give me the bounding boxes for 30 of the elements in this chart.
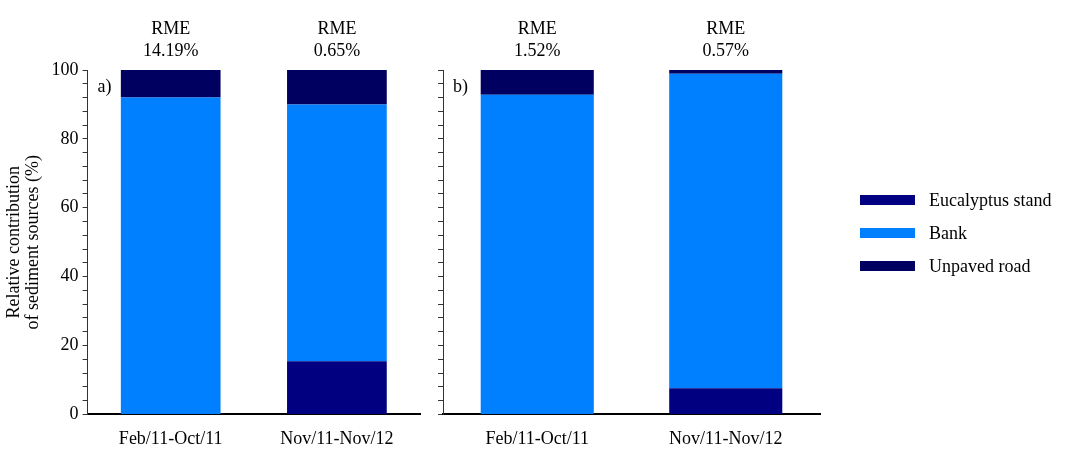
bar (287, 361, 387, 414)
bar (480, 94, 594, 414)
bar (669, 70, 783, 74)
y-tick-label: 100 (51, 58, 79, 79)
bar (287, 104, 387, 362)
y-tick-label: 80 (60, 127, 79, 148)
legend-label: Bank (929, 222, 967, 244)
x-tick-label: Nov/11-Nov/12 (669, 427, 783, 448)
bar (120, 97, 221, 414)
x-tick-label: Nov/11-Nov/12 (280, 427, 394, 448)
text: RME 0.65% (313, 17, 361, 60)
legend-label: Eucalyptus stand (929, 189, 1052, 211)
y-tick-label: 40 (60, 265, 79, 286)
y-axis-title: Relative contribution of sediment sources (%) (2, 154, 44, 330)
bar (120, 70, 221, 98)
bar (480, 70, 594, 95)
bar (287, 70, 387, 105)
bar (669, 73, 783, 389)
x-tick-label: Feb/11-Oct/11 (118, 427, 223, 448)
x-tick-label: Feb/11-Oct/11 (485, 427, 590, 448)
annotation: a) (97, 75, 112, 97)
annotation: b) (453, 75, 468, 97)
text: RME 0.57% (702, 17, 749, 60)
text: RME 14.19% (142, 17, 199, 60)
y-tick-label: 20 (60, 334, 79, 355)
text: RME 1.52% (514, 17, 561, 60)
y-tick-label: 0 (69, 403, 79, 424)
legend-label: Unpaved road (929, 255, 1031, 277)
y-tick-label: 60 (60, 196, 79, 217)
bar (669, 388, 783, 414)
